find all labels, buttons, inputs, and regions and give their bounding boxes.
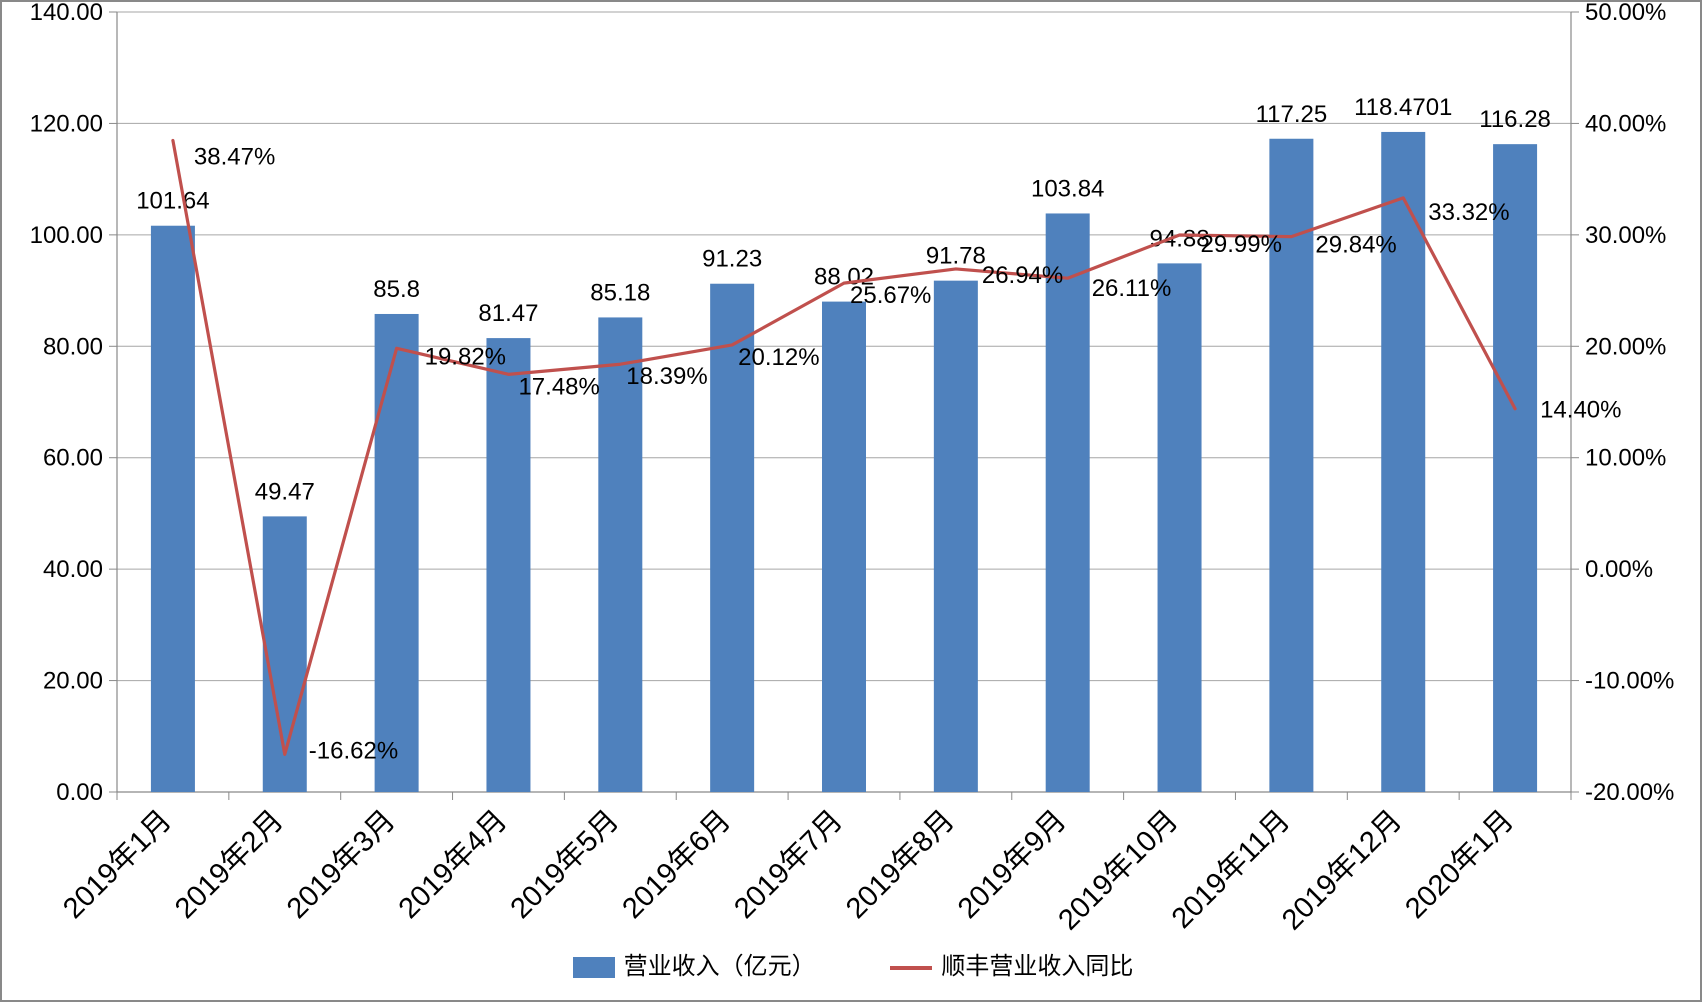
svg-text:2019年2月: 2019年2月 <box>168 804 289 925</box>
svg-text:-16.62%: -16.62% <box>309 737 398 764</box>
svg-text:25.67%: 25.67% <box>850 282 931 309</box>
svg-text:2019年12月: 2019年12月 <box>1275 804 1408 937</box>
svg-text:2019年9月: 2019年9月 <box>951 804 1072 925</box>
svg-text:2019年5月: 2019年5月 <box>504 804 625 925</box>
svg-text:40.00%: 40.00% <box>1585 110 1666 137</box>
svg-text:38.47%: 38.47% <box>194 143 275 170</box>
svg-text:40.00: 40.00 <box>43 556 103 583</box>
svg-text:2020年1月: 2020年1月 <box>1399 804 1520 925</box>
svg-text:19.82%: 19.82% <box>425 343 506 370</box>
svg-text:116.28: 116.28 <box>1479 106 1551 133</box>
svg-text:2019年3月: 2019年3月 <box>280 804 401 925</box>
svg-text:17.48%: 17.48% <box>518 373 599 400</box>
svg-text:20.12%: 20.12% <box>738 344 819 371</box>
svg-text:117.25: 117.25 <box>1256 101 1328 128</box>
svg-text:20.00: 20.00 <box>43 668 103 695</box>
svg-text:30.00%: 30.00% <box>1585 222 1666 249</box>
svg-text:2019年7月: 2019年7月 <box>728 804 849 925</box>
svg-text:29.99%: 29.99% <box>1201 231 1282 258</box>
svg-text:85.18: 85.18 <box>590 279 650 306</box>
svg-text:18.39%: 18.39% <box>626 363 707 390</box>
svg-text:2019年8月: 2019年8月 <box>839 804 960 925</box>
svg-text:91.78: 91.78 <box>926 243 986 270</box>
svg-text:0.00%: 0.00% <box>1585 556 1653 583</box>
svg-text:33.32%: 33.32% <box>1428 199 1509 226</box>
svg-text:85.8: 85.8 <box>373 276 420 303</box>
svg-text:14.40%: 14.40% <box>1540 397 1621 424</box>
svg-text:120.00: 120.00 <box>30 110 103 137</box>
svg-text:-10.00%: -10.00% <box>1585 668 1674 695</box>
svg-text:81.47: 81.47 <box>478 300 538 327</box>
svg-text:50.00%: 50.00% <box>1585 2 1666 26</box>
svg-text:2019年6月: 2019年6月 <box>616 804 737 925</box>
svg-text:103.84: 103.84 <box>1031 175 1104 202</box>
svg-text:2019年4月: 2019年4月 <box>392 804 513 925</box>
svg-text:29.84%: 29.84% <box>1315 232 1396 259</box>
svg-text:20.00%: 20.00% <box>1585 333 1666 360</box>
svg-text:0.00: 0.00 <box>56 779 103 806</box>
svg-text:26.11%: 26.11% <box>1092 275 1172 302</box>
svg-text:100.00: 100.00 <box>30 222 103 249</box>
svg-text:101.64: 101.64 <box>136 188 209 215</box>
svg-text:140.00: 140.00 <box>30 2 103 26</box>
svg-text:26.94%: 26.94% <box>982 262 1063 289</box>
svg-text:80.00: 80.00 <box>43 333 103 360</box>
svg-text:2019年10月: 2019年10月 <box>1052 804 1185 937</box>
svg-text:2019年1月: 2019年1月 <box>56 804 177 925</box>
svg-text:118.4701: 118.4701 <box>1354 94 1452 121</box>
svg-text:-20.00%: -20.00% <box>1585 779 1674 806</box>
svg-text:10.00%: 10.00% <box>1585 445 1666 472</box>
svg-text:49.47: 49.47 <box>255 478 315 505</box>
svg-text:91.23: 91.23 <box>702 246 762 273</box>
svg-text:60.00: 60.00 <box>43 445 103 472</box>
